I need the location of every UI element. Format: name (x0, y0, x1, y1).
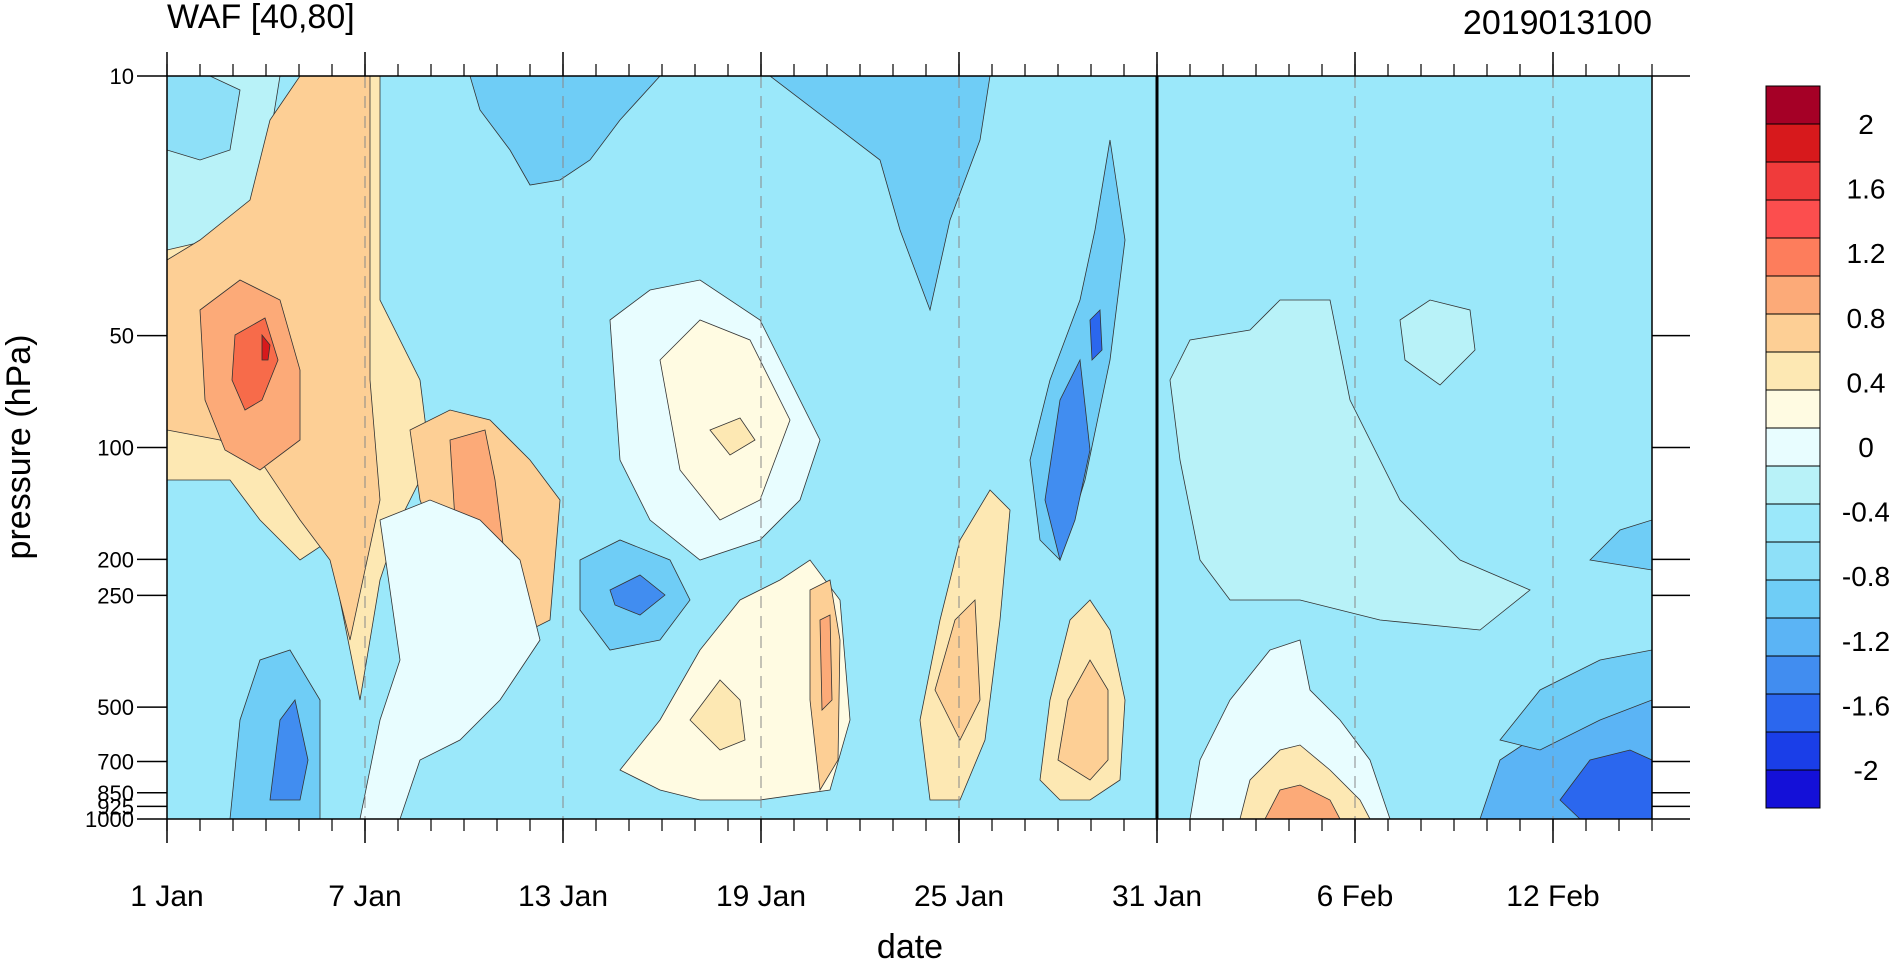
colorbar-swatch (1765, 237, 1821, 277)
colorbar-label: -1.6 (1842, 690, 1889, 721)
colorbar-label: -0.8 (1842, 561, 1889, 592)
contour-band (1089, 309, 1103, 361)
y-tick-label: 100 (97, 436, 134, 461)
x-tick-label: 19 Jan (716, 880, 806, 913)
y-tick-label: 850 (97, 781, 134, 806)
contour-band (1399, 299, 1476, 386)
contour-band (1264, 784, 1341, 819)
contour-band (1189, 639, 1391, 819)
x-tick-label: 31 Jan (1112, 880, 1202, 913)
contour-band (167, 76, 241, 161)
x-tick-label: 12 Feb (1506, 880, 1599, 913)
y-tick-label: 10 (110, 64, 134, 89)
y-tick-label: 925 (97, 794, 134, 819)
contour-band (1499, 649, 1652, 751)
x-tick-label: 1 Jan (130, 880, 203, 913)
contour-band (934, 599, 981, 741)
y-axis-label: pressure (hPa) (0, 335, 38, 560)
chart-title-left: WAF [40,80] (167, 0, 355, 36)
colorbar-swatch (1765, 655, 1821, 695)
y-tick-label: 50 (110, 324, 134, 349)
date-gridlines (364, 76, 1554, 819)
contour-band (1057, 659, 1109, 781)
colorbar-swatch (1765, 161, 1821, 201)
x-axis-label: date (877, 928, 943, 961)
colorbar-label: 0 (1858, 432, 1874, 463)
colorbar-label: 0.8 (1847, 303, 1886, 334)
colorbar-swatch (1765, 351, 1821, 391)
colorbar-swatch (1765, 503, 1821, 543)
x-tick-label: 25 Jan (914, 880, 1004, 913)
colorbar-swatch (1765, 579, 1821, 619)
contour-band (261, 333, 271, 361)
chart-title-right: 2019013100 (1463, 4, 1652, 42)
colorbar-swatch (1765, 465, 1821, 505)
contour-band (609, 574, 666, 616)
colorbar-swatch (1765, 617, 1821, 657)
contour-band (659, 319, 791, 521)
colorbar-label: -0.4 (1842, 497, 1889, 528)
contour-band (1239, 744, 1371, 819)
colorbar-swatch (1765, 123, 1821, 163)
x-tick-label: 13 Jan (518, 880, 608, 913)
colorbar-label: 1.6 (1847, 174, 1886, 205)
colorbar-swatch (1765, 731, 1821, 771)
y-tick-label: 500 (97, 695, 134, 720)
colorbar-swatch (1765, 85, 1821, 125)
contour-band (819, 614, 833, 711)
contour-band (709, 417, 756, 456)
contour-band (359, 499, 541, 819)
contour-band (1559, 749, 1652, 819)
contour-band (689, 679, 746, 751)
colorbar-label: 1.2 (1847, 238, 1886, 269)
contour-band (469, 76, 661, 186)
colorbar-label: -1.2 (1842, 626, 1889, 657)
y-tick-label: 700 (97, 749, 134, 774)
colorbar-swatch (1765, 693, 1821, 733)
x-tick-label: 7 Jan (328, 880, 401, 913)
x-tick-label: 6 Feb (1317, 880, 1394, 913)
contour-band (1044, 358, 1091, 562)
y-tick-label: 1000 (85, 807, 134, 832)
colorbar-swatch (1765, 769, 1821, 809)
y-tick-label: 250 (97, 583, 134, 608)
colorbar-swatch (1765, 389, 1821, 429)
contour-band (1589, 519, 1652, 571)
colorbar-label: 0.4 (1847, 367, 1886, 398)
colorbar-label: -2 (1854, 755, 1879, 786)
colorbar-swatch (1765, 275, 1821, 315)
y-tick-label: 200 (97, 547, 134, 572)
contour-band (619, 559, 851, 801)
x-axis: 1 Jan 7 Jan 13 Jan 19 Jan 25 Jan 31 Jan 6 Feb 1… (130, 52, 1653, 913)
colorbar-label: 2 (1858, 109, 1874, 140)
colorbar-swatch (1765, 313, 1821, 353)
contour-field (167, 76, 1652, 819)
contour-band (269, 699, 309, 801)
contour-band (769, 76, 991, 312)
colorbar-swatch (1765, 427, 1821, 467)
colorbar: 2 1.6 1.2 0.8 0.4 0 -0.4 -0.8 -1.2 -1.6 -2 (1765, 85, 1889, 809)
colorbar-swatch (1765, 199, 1821, 239)
colorbar-swatch (1765, 541, 1821, 581)
contour-band (1169, 299, 1531, 631)
